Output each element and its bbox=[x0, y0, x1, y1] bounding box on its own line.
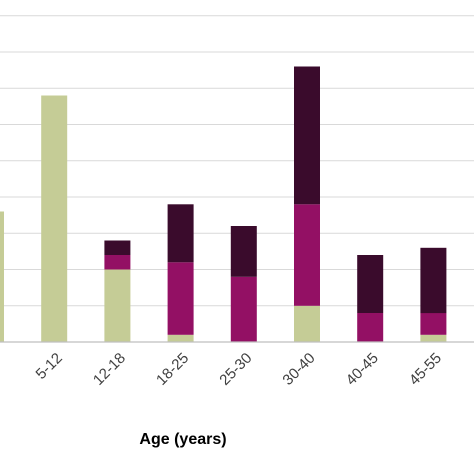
x-tick-label: 5-12 bbox=[33, 350, 66, 383]
x-tick-label: 12-18 bbox=[90, 350, 129, 389]
bar-segment bbox=[104, 240, 131, 255]
bar-segment bbox=[167, 262, 194, 335]
bar-segment bbox=[294, 305, 320, 343]
gridlines bbox=[0, 15, 474, 307]
x-tick-label: 30-40 bbox=[279, 350, 318, 389]
x-tick-label: 18-25 bbox=[153, 350, 192, 389]
bar-segment bbox=[41, 95, 68, 342]
bar-segment bbox=[420, 313, 447, 335]
bar-segment bbox=[104, 255, 131, 270]
bar-segment bbox=[294, 204, 320, 306]
bar-segment bbox=[357, 313, 384, 342]
x-tick-label: 45-55 bbox=[406, 350, 445, 389]
bar-segment bbox=[0, 211, 4, 342]
x-axis-title: Age (years) bbox=[139, 431, 226, 448]
bar-segment bbox=[167, 334, 194, 343]
bar-segment bbox=[167, 204, 194, 263]
bar-segment bbox=[420, 334, 447, 343]
x-tick-label: 25-30 bbox=[216, 350, 255, 389]
bar-segment bbox=[230, 276, 257, 343]
bar-segment bbox=[294, 66, 320, 205]
bar-segment bbox=[104, 269, 131, 342]
bar-segment bbox=[230, 226, 257, 277]
x-tick-label: 40-45 bbox=[343, 350, 382, 389]
bars bbox=[0, 66, 447, 343]
bar-segment bbox=[357, 255, 384, 313]
bar-segment bbox=[420, 247, 447, 314]
